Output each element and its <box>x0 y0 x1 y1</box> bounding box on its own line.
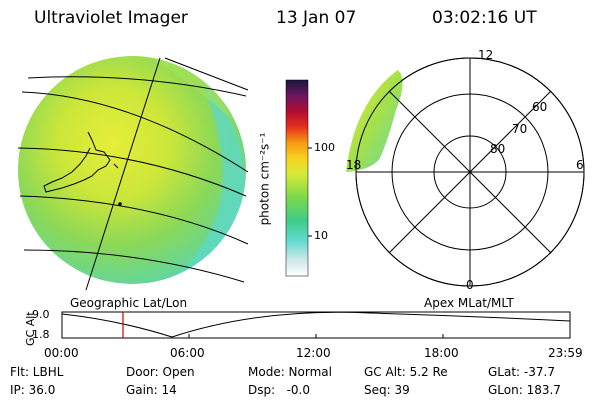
left-panel-caption: Geographic Lat/Lon <box>70 296 188 310</box>
status-glat: GLat: -37.7 <box>488 365 555 379</box>
ring-label-70: 70 <box>512 122 528 136</box>
status-filter: Flt: LBHL <box>10 365 64 379</box>
status-mode: Mode: Normal <box>248 365 332 379</box>
timeline-tick-3: 18:00 <box>424 346 459 360</box>
polar-plot <box>346 57 585 287</box>
polar-label-6: 6 <box>576 158 584 172</box>
colorbar <box>285 79 312 277</box>
timeline-tick-2: 12:00 <box>296 346 331 360</box>
instrument-title: Ultraviolet Imager <box>34 8 188 28</box>
right-panel-caption: Apex MLat/MLT <box>424 296 514 310</box>
geo-grid-lines <box>17 57 249 291</box>
polar-label-18: 18 <box>346 158 362 172</box>
status-dsp: Dsp: -0.0 <box>248 383 311 397</box>
status-gain: Gain: 14 <box>126 383 177 397</box>
status-ip: IP: 36.0 <box>10 383 56 397</box>
timeline-y-low: 1.8 <box>32 328 50 341</box>
timeline-tick-4: 23:59 <box>548 346 583 360</box>
status-door: Door: Open <box>126 365 195 379</box>
timeline-tick-0: 00:00 <box>44 346 79 360</box>
timeline-tick-1: 06:00 <box>170 346 205 360</box>
altitude-timeline <box>61 311 571 339</box>
time-label: 03:02:16 UT <box>432 8 537 28</box>
ring-label-60: 60 <box>532 100 548 114</box>
coastline-outline <box>43 131 122 206</box>
polar-label-12: 12 <box>478 48 494 62</box>
timeline-y-high: 9.0 <box>32 308 50 321</box>
status-glon: GLon: 183.7 <box>488 383 561 397</box>
ring-label-80: 80 <box>490 142 506 156</box>
date-label: 13 Jan 07 <box>276 8 357 28</box>
earth-disk <box>18 56 246 284</box>
colorbar-unit-label: photon cm⁻²s⁻¹ <box>257 132 272 226</box>
colorbar-tick-10: 10 <box>314 229 328 242</box>
polar-label-0: 0 <box>466 278 474 292</box>
status-seq: Seq: 39 <box>364 383 410 397</box>
status-gc-alt: GC Alt: 5.2 Re <box>364 365 448 379</box>
aurora-arc <box>346 70 403 172</box>
colorbar-tick-100: 100 <box>314 141 335 154</box>
